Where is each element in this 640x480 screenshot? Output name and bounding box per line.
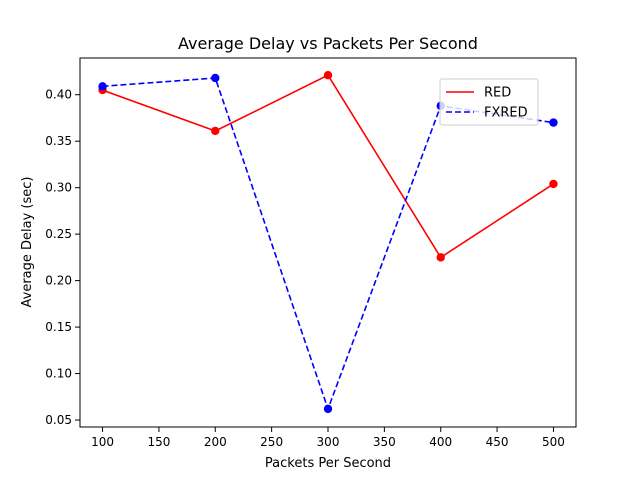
legend-label-fxred: FXRED <box>484 106 528 121</box>
x-tick-label: 200 <box>204 435 227 449</box>
y-tick-label: 0.30 <box>45 181 72 195</box>
y-tick-label: 0.40 <box>45 88 72 102</box>
y-tick-label: 0.25 <box>45 227 72 241</box>
y-tick-label: 0.05 <box>45 413 72 427</box>
x-tick-label: 450 <box>486 435 509 449</box>
x-axis: 100 150 200 250 300 350 400 450 500 <box>91 427 565 449</box>
y-tick-label: 0.10 <box>45 367 72 381</box>
data-point-fxred <box>98 82 107 91</box>
y-tick-label: 0.20 <box>45 274 72 288</box>
x-tick-label: 150 <box>147 435 170 449</box>
data-point-fxred <box>549 118 558 127</box>
y-axis: 0.05 0.10 0.15 0.20 0.25 0.30 0.35 0.40 <box>45 88 80 427</box>
data-point-red <box>323 70 333 80</box>
y-axis-label: Average Delay (sec) <box>20 177 35 308</box>
y-tick-label: 0.35 <box>45 134 72 148</box>
x-tick-label: 100 <box>91 435 114 449</box>
x-tick-label: 350 <box>373 435 396 449</box>
series-line-fxred <box>102 77 554 412</box>
x-tick-label: 300 <box>317 435 340 449</box>
legend: RED FXRED <box>439 78 539 126</box>
legend-box <box>439 78 539 126</box>
chart-title: Average Delay vs Packets Per Second <box>178 34 478 53</box>
x-tick-label: 250 <box>260 435 283 449</box>
data-point-fxred <box>211 73 220 83</box>
data-point-fxred <box>323 404 333 414</box>
data-point-red <box>211 126 220 136</box>
x-tick-label: 400 <box>429 435 452 449</box>
legend-label-red: RED <box>484 86 511 101</box>
x-axis-label: Packets Per Second <box>265 456 391 471</box>
x-tick-label: 500 <box>542 435 565 449</box>
y-tick-label: 0.15 <box>45 320 72 334</box>
data-point-red <box>436 253 445 262</box>
data-point-red <box>549 179 558 189</box>
